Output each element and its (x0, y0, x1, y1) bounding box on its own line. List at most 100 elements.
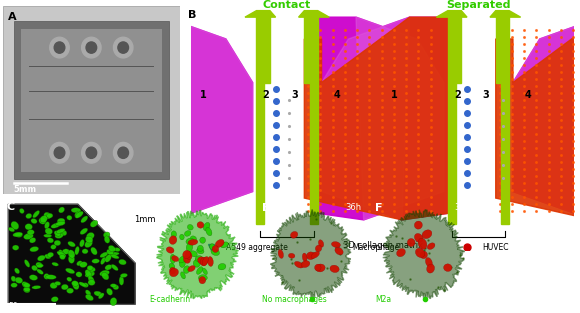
Ellipse shape (56, 228, 65, 233)
Ellipse shape (166, 247, 174, 253)
Ellipse shape (68, 255, 75, 263)
Bar (13, 21, 169, 179)
Ellipse shape (302, 253, 307, 262)
Ellipse shape (85, 295, 93, 300)
Text: D: D (149, 203, 158, 213)
Ellipse shape (76, 272, 82, 277)
Ellipse shape (215, 239, 224, 248)
Ellipse shape (308, 253, 317, 258)
Circle shape (82, 142, 101, 163)
Ellipse shape (335, 247, 343, 255)
Text: 1: 1 (200, 90, 206, 100)
Ellipse shape (316, 245, 322, 252)
Ellipse shape (61, 284, 68, 290)
Polygon shape (513, 17, 580, 220)
Ellipse shape (172, 256, 179, 261)
Ellipse shape (50, 283, 57, 289)
Text: Separated: Separated (446, 0, 511, 9)
Ellipse shape (79, 239, 85, 247)
Bar (21, 29, 162, 172)
Polygon shape (256, 11, 270, 224)
Ellipse shape (23, 283, 30, 287)
Ellipse shape (44, 234, 52, 238)
Ellipse shape (426, 258, 432, 267)
Ellipse shape (197, 267, 203, 274)
Ellipse shape (103, 232, 110, 238)
Text: A549 aggregate: A549 aggregate (226, 243, 288, 252)
Ellipse shape (75, 246, 79, 255)
Ellipse shape (183, 256, 190, 263)
Ellipse shape (92, 259, 99, 263)
Ellipse shape (24, 287, 30, 291)
Ellipse shape (180, 234, 184, 240)
Ellipse shape (44, 212, 51, 219)
Ellipse shape (114, 248, 120, 252)
Ellipse shape (278, 249, 284, 259)
Ellipse shape (39, 218, 46, 224)
Ellipse shape (99, 293, 104, 299)
Ellipse shape (199, 277, 206, 284)
Polygon shape (8, 204, 135, 304)
Ellipse shape (186, 238, 194, 244)
Text: 4: 4 (334, 90, 340, 100)
Ellipse shape (291, 231, 298, 238)
Ellipse shape (314, 264, 321, 271)
Ellipse shape (171, 231, 176, 238)
Ellipse shape (45, 222, 49, 229)
Ellipse shape (190, 236, 197, 242)
Polygon shape (165, 17, 253, 220)
Ellipse shape (37, 264, 44, 268)
Ellipse shape (188, 239, 198, 245)
Ellipse shape (197, 248, 204, 254)
Text: 1mm: 1mm (134, 215, 155, 224)
Text: 20μm: 20μm (432, 302, 454, 311)
Ellipse shape (100, 252, 108, 258)
Ellipse shape (67, 288, 74, 294)
Text: F: F (375, 203, 383, 213)
Ellipse shape (100, 257, 106, 264)
Ellipse shape (330, 265, 339, 273)
Text: A: A (8, 12, 17, 22)
Ellipse shape (427, 243, 435, 249)
Polygon shape (513, 17, 580, 220)
Ellipse shape (68, 250, 75, 258)
Ellipse shape (301, 261, 310, 268)
Text: HUVEC: HUVEC (483, 243, 509, 252)
Ellipse shape (45, 254, 51, 259)
Ellipse shape (31, 218, 37, 223)
Ellipse shape (108, 245, 115, 252)
Ellipse shape (79, 262, 87, 268)
Ellipse shape (183, 250, 191, 259)
Ellipse shape (108, 252, 119, 256)
Ellipse shape (169, 267, 176, 274)
Ellipse shape (107, 249, 114, 255)
Ellipse shape (85, 290, 91, 296)
Polygon shape (304, 17, 448, 220)
Polygon shape (490, 11, 521, 17)
Text: M2a: M2a (375, 295, 392, 304)
Ellipse shape (418, 238, 427, 249)
Ellipse shape (295, 261, 303, 268)
Polygon shape (245, 11, 276, 17)
Ellipse shape (186, 251, 192, 259)
Ellipse shape (81, 216, 88, 223)
Ellipse shape (107, 288, 113, 295)
Text: 36 h: 36 h (455, 203, 474, 212)
Polygon shape (496, 17, 580, 220)
Text: No macrophages: No macrophages (262, 295, 327, 304)
Ellipse shape (221, 242, 229, 248)
Ellipse shape (50, 244, 56, 249)
Ellipse shape (55, 233, 63, 239)
Ellipse shape (212, 246, 219, 252)
Text: E: E (262, 203, 270, 213)
Ellipse shape (79, 282, 86, 287)
Ellipse shape (60, 254, 66, 259)
Ellipse shape (8, 227, 15, 232)
Ellipse shape (57, 218, 65, 224)
Ellipse shape (45, 228, 53, 234)
Ellipse shape (86, 233, 95, 239)
Ellipse shape (24, 260, 30, 267)
Ellipse shape (14, 268, 20, 274)
Polygon shape (304, 11, 318, 224)
Polygon shape (321, 17, 448, 220)
